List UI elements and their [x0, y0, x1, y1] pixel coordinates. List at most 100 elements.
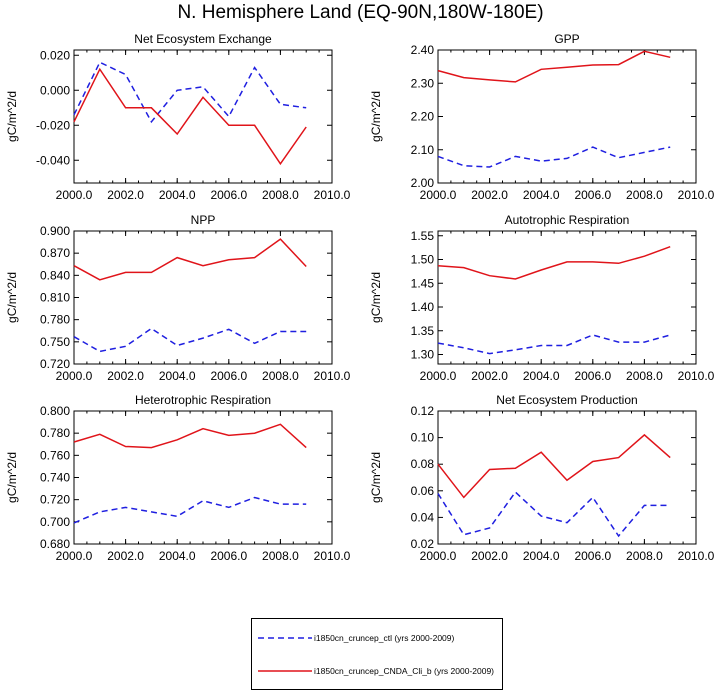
y-tick-label: 0.720: [40, 357, 70, 371]
x-tick-label: 2002.0: [107, 549, 144, 563]
y-tick-label: 1.40: [411, 300, 435, 314]
x-tick-label: 2000.0: [56, 369, 93, 383]
x-tick-label: 2010.0: [314, 188, 351, 202]
series-line-cnda: [437, 433, 671, 499]
panel-title: Heterotrophic Respiration: [135, 393, 271, 407]
panel-5: Net Ecosystem Production gC/m^2/d 2000.0 20…: [369, 393, 715, 563]
y-tick-label: 0.10: [411, 431, 435, 445]
legend-swatch-solid: [258, 670, 312, 672]
panel-2: NPP gC/m^2/d 2000.0 2002.0 2004.0 2006.0 2008.…: [5, 213, 351, 383]
x-tick-label: 2008.0: [262, 369, 299, 383]
x-tick-label: 2000.0: [56, 188, 93, 202]
x-tick-label: 2004.0: [159, 549, 196, 563]
y-axis-label: gC/m^2/d: [5, 272, 19, 323]
legend-label-cnda: i1850cn_cruncep_CNDA_Cli_b (yrs 2000-200…: [314, 666, 495, 676]
series-line-ctl: [73, 61, 307, 124]
plot-frame: [437, 49, 697, 184]
panel-title: Net Ecosystem Production: [496, 393, 637, 407]
y-tick-label: 1.35: [411, 324, 435, 338]
series-line-ctl: [437, 490, 671, 538]
panel-4: Heterotrophic Respiration gC/m^2/d 2000.0 2…: [5, 393, 351, 563]
legend: i1850cn_cruncep_ctl (yrs 2000-2009) i185…: [251, 618, 503, 690]
x-tick-label: 2010.0: [314, 369, 351, 383]
x-tick-label: 2008.0: [262, 549, 299, 563]
series-line-cnda: [437, 245, 671, 280]
y-tick-label: 0.870: [40, 246, 70, 260]
panel-1: GPP gC/m^2/d 2000.0 2002.0 2004.0 2006.0 2008.…: [369, 32, 715, 202]
panel-3: Autotrophic Respiration gC/m^2/d 2000.0 200…: [369, 213, 715, 383]
y-tick-label: 2.40: [411, 43, 435, 57]
x-tick-label: 2000.0: [420, 188, 457, 202]
x-tick-label: 2006.0: [210, 369, 247, 383]
x-tick-label: 2000.0: [420, 549, 457, 563]
legend-label-ctl: i1850cn_cruncep_ctl (yrs 2000-2009): [314, 633, 455, 643]
series-line-cnda: [73, 67, 307, 166]
x-tick-label: 2010.0: [314, 549, 351, 563]
x-tick-label: 2002.0: [471, 188, 508, 202]
x-tick-label: 2008.0: [262, 188, 299, 202]
y-tick-label: 0.700: [40, 515, 70, 529]
y-tick-label: 2.10: [411, 143, 435, 157]
y-tick-label: 0.900: [40, 224, 70, 238]
y-axis-label: gC/m^2/d: [5, 91, 19, 142]
x-tick-label: 2008.0: [626, 188, 663, 202]
y-tick-label: 0.04: [411, 510, 435, 524]
legend-entry-ctl: i1850cn_cruncep_ctl (yrs 2000-2009): [258, 630, 498, 646]
series-line-cnda: [73, 423, 307, 449]
y-tick-label: 0.720: [40, 493, 70, 507]
y-tick-label: 0.02: [411, 537, 435, 551]
y-tick-label: 0.08: [411, 457, 435, 471]
y-tick-label: 1.30: [411, 348, 435, 362]
x-tick-label: 2010.0: [678, 549, 715, 563]
series-line-ctl: [73, 496, 307, 524]
y-axis-label: gC/m^2/d: [5, 452, 19, 503]
x-tick-label: 2000.0: [56, 549, 93, 563]
x-tick-label: 2002.0: [107, 188, 144, 202]
y-tick-label: 0.750: [40, 335, 70, 349]
x-tick-label: 2004.0: [523, 369, 560, 383]
y-axis-label: gC/m^2/d: [369, 91, 383, 142]
plot-frame: [73, 230, 333, 365]
y-tick-label: 2.30: [411, 76, 435, 90]
y-tick-label: 1.50: [411, 253, 435, 267]
y-tick-label: -0.040: [36, 153, 70, 167]
y-tick-label: 1.55: [411, 229, 435, 243]
x-tick-label: 2004.0: [159, 188, 196, 202]
series-line-cnda: [437, 50, 671, 83]
x-tick-label: 2006.0: [574, 188, 611, 202]
y-tick-label: 0.780: [40, 313, 70, 327]
panel-title: NPP: [191, 213, 216, 227]
x-tick-label: 2002.0: [471, 549, 508, 563]
x-tick-label: 2006.0: [574, 369, 611, 383]
y-tick-label: 0.840: [40, 268, 70, 282]
chart-panels: Net Ecosystem Exchange gC/m^2/d 2000.0 2002…: [5, 32, 715, 563]
y-axis-label: gC/m^2/d: [369, 452, 383, 503]
x-tick-label: 2004.0: [159, 369, 196, 383]
x-tick-label: 2004.0: [523, 188, 560, 202]
x-tick-label: 2006.0: [210, 188, 247, 202]
panel-title: GPP: [554, 32, 579, 46]
y-tick-label: 0.020: [40, 48, 70, 62]
series-line-cnda: [73, 238, 307, 281]
y-tick-label: 2.00: [411, 176, 435, 190]
x-tick-label: 2002.0: [471, 369, 508, 383]
panel-title: Net Ecosystem Exchange: [134, 32, 272, 46]
y-tick-label: 0.06: [411, 484, 435, 498]
plot-frame: [73, 410, 333, 545]
y-axis-label: gC/m^2/d: [369, 272, 383, 323]
y-tick-label: 0.680: [40, 537, 70, 551]
plot-frame: [437, 410, 697, 545]
x-tick-label: 2002.0: [107, 369, 144, 383]
y-tick-label: -0.020: [36, 118, 70, 132]
series-line-ctl: [73, 327, 307, 353]
x-tick-label: 2008.0: [626, 549, 663, 563]
legend-entry-cnda: i1850cn_cruncep_CNDA_Cli_b (yrs 2000-200…: [258, 663, 498, 679]
legend-swatch-dashed: [258, 637, 312, 639]
y-tick-label: 0.12: [411, 404, 435, 418]
y-tick-label: 0.800: [40, 404, 70, 418]
panel-0: Net Ecosystem Exchange gC/m^2/d 2000.0 2002…: [5, 32, 351, 202]
y-tick-label: 2.20: [411, 110, 435, 124]
y-tick-label: 0.740: [40, 471, 70, 485]
panel-title: Autotrophic Respiration: [505, 213, 630, 227]
